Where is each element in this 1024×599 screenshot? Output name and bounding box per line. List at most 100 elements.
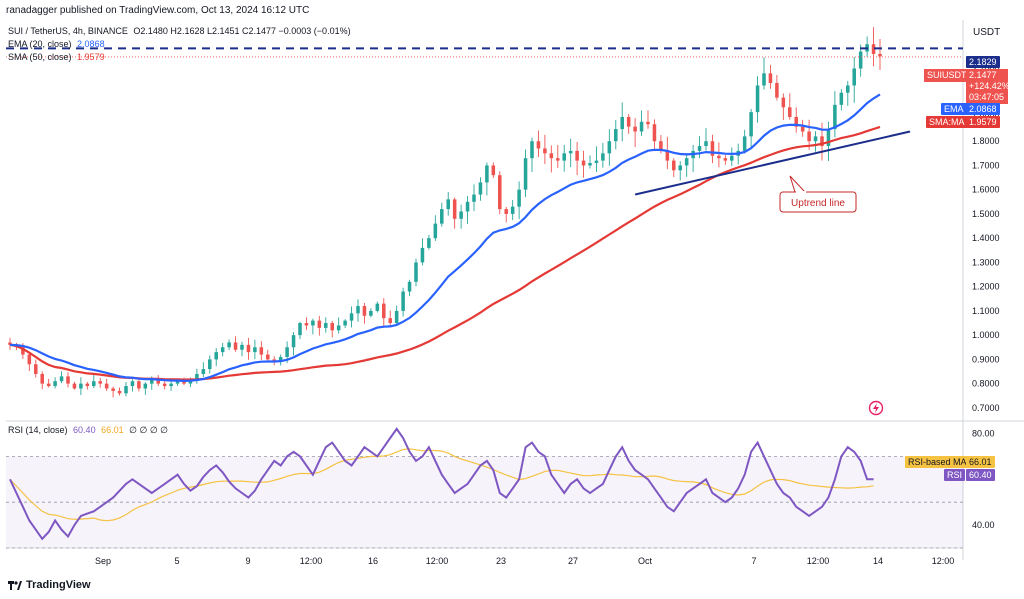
price-tick-label: 0.8000	[972, 379, 1000, 389]
tradingview-logo[interactable]: TradingView	[8, 579, 91, 591]
legend-rsi-extra: ∅ ∅ ∅ ∅	[129, 425, 169, 435]
candle-body	[85, 383, 90, 387]
rsi-tag-value: 60.40	[966, 469, 995, 481]
candle-body	[730, 155, 734, 161]
candle-body	[104, 383, 109, 389]
candle-body	[175, 381, 180, 384]
candle-body	[807, 131, 811, 142]
ema20-line	[9, 93, 881, 383]
candle-body	[46, 383, 51, 387]
candle-body	[614, 129, 618, 142]
annotation-pointer	[789, 175, 807, 193]
candle-body	[523, 158, 528, 190]
time-tick-label: 12:00	[932, 556, 955, 566]
candle-body	[678, 165, 682, 171]
candle-body	[375, 303, 380, 311]
candle-body	[697, 146, 702, 151]
candle-body	[478, 182, 483, 195]
candle-body	[427, 238, 431, 248]
candle-body	[440, 209, 444, 224]
candle-body	[762, 73, 766, 86]
time-tick-label: Oct	[638, 556, 653, 566]
candle-body	[266, 354, 270, 360]
candle-body	[871, 44, 876, 54]
candle-body	[498, 175, 502, 210]
candle-body	[124, 386, 128, 394]
candle-body	[330, 323, 334, 331]
candle-body	[768, 73, 773, 84]
legend-sma-label: SMA (50, close)	[8, 52, 72, 62]
candle-body	[111, 388, 115, 391]
last-price-tag: SUIUSDT	[924, 69, 970, 82]
legend-symbol: SUI / TetherUS, 4h, BINANCE O2.1480 H2.1…	[8, 26, 351, 36]
time-tick-label: Sep	[95, 556, 111, 566]
candle-body	[672, 160, 676, 171]
candle-body	[201, 369, 206, 374]
candle-body	[150, 378, 154, 384]
candle-body	[53, 381, 57, 387]
price-tick-label: 1.2000	[972, 282, 1000, 292]
candle-body	[813, 136, 818, 142]
candle-body	[742, 136, 747, 151]
candle-body	[79, 383, 83, 389]
candle-body	[665, 150, 670, 161]
candle-body	[162, 383, 167, 387]
price-tag-countdown: 03:47:05	[969, 92, 1005, 102]
candle-body	[833, 104, 837, 130]
candle-body	[336, 325, 341, 331]
candle-body	[659, 141, 663, 151]
legend-sma: SMA (50, close) 1.9579	[8, 52, 105, 62]
candle-body	[169, 383, 173, 387]
candle-body	[607, 141, 612, 154]
price-tick-label: 1.4000	[972, 233, 1000, 243]
candle-body	[517, 189, 521, 207]
lightning-icon	[873, 403, 879, 413]
candle-body	[240, 344, 244, 350]
price-tag-value: 2.1477	[969, 70, 997, 80]
candle-body	[349, 313, 354, 321]
candle-body	[556, 158, 560, 161]
candle-body	[568, 150, 573, 154]
candle-body	[369, 310, 373, 316]
candle-body	[59, 376, 64, 382]
candle-body	[472, 194, 476, 202]
time-tick-label: 7	[751, 556, 756, 566]
candle-body	[723, 158, 728, 161]
time-tick-label: 14	[873, 556, 883, 566]
legend-ema: EMA (20, close) 2.0868	[8, 39, 105, 49]
ema-tag-value: 2.0868	[966, 103, 1000, 115]
candle-body	[227, 342, 231, 348]
candle-body	[646, 121, 650, 125]
price-tick-label: 0.9000	[972, 354, 1000, 364]
candle-body	[852, 68, 856, 86]
candle-body	[92, 381, 96, 387]
candle-body	[98, 381, 102, 384]
price-tick-label: 1.3000	[972, 257, 1000, 267]
candle-body	[717, 155, 721, 159]
candle-body	[324, 323, 328, 328]
annotation-joiner	[796, 191, 806, 193]
candle-body	[452, 199, 457, 219]
price-tag-symbol: SUIUSDT	[927, 70, 967, 80]
time-tick-label: 12:00	[300, 556, 323, 566]
candle-body	[601, 153, 605, 161]
candle-body	[878, 53, 882, 57]
price-tick-label: 1.6000	[972, 185, 1000, 195]
candle-body	[846, 85, 850, 93]
candle-body	[504, 209, 508, 214]
legend-ema-label: EMA (20, close)	[8, 39, 72, 49]
candle-body	[633, 126, 637, 132]
candle-body	[510, 206, 515, 214]
candle-body	[684, 158, 689, 166]
candle-body	[195, 373, 199, 379]
tradingview-mark-icon	[8, 580, 22, 590]
candle-body	[755, 85, 760, 113]
resistance-price-tag: 2.1829	[966, 56, 1000, 68]
candle-body	[208, 359, 212, 370]
last-price-box: 2.1477 +124.42% 03:47:05	[966, 69, 1010, 104]
candle-body	[27, 354, 32, 365]
time-tick-label: 12:00	[426, 556, 449, 566]
price-tick-label: 1.5000	[972, 209, 1000, 219]
candle-body	[485, 165, 489, 183]
